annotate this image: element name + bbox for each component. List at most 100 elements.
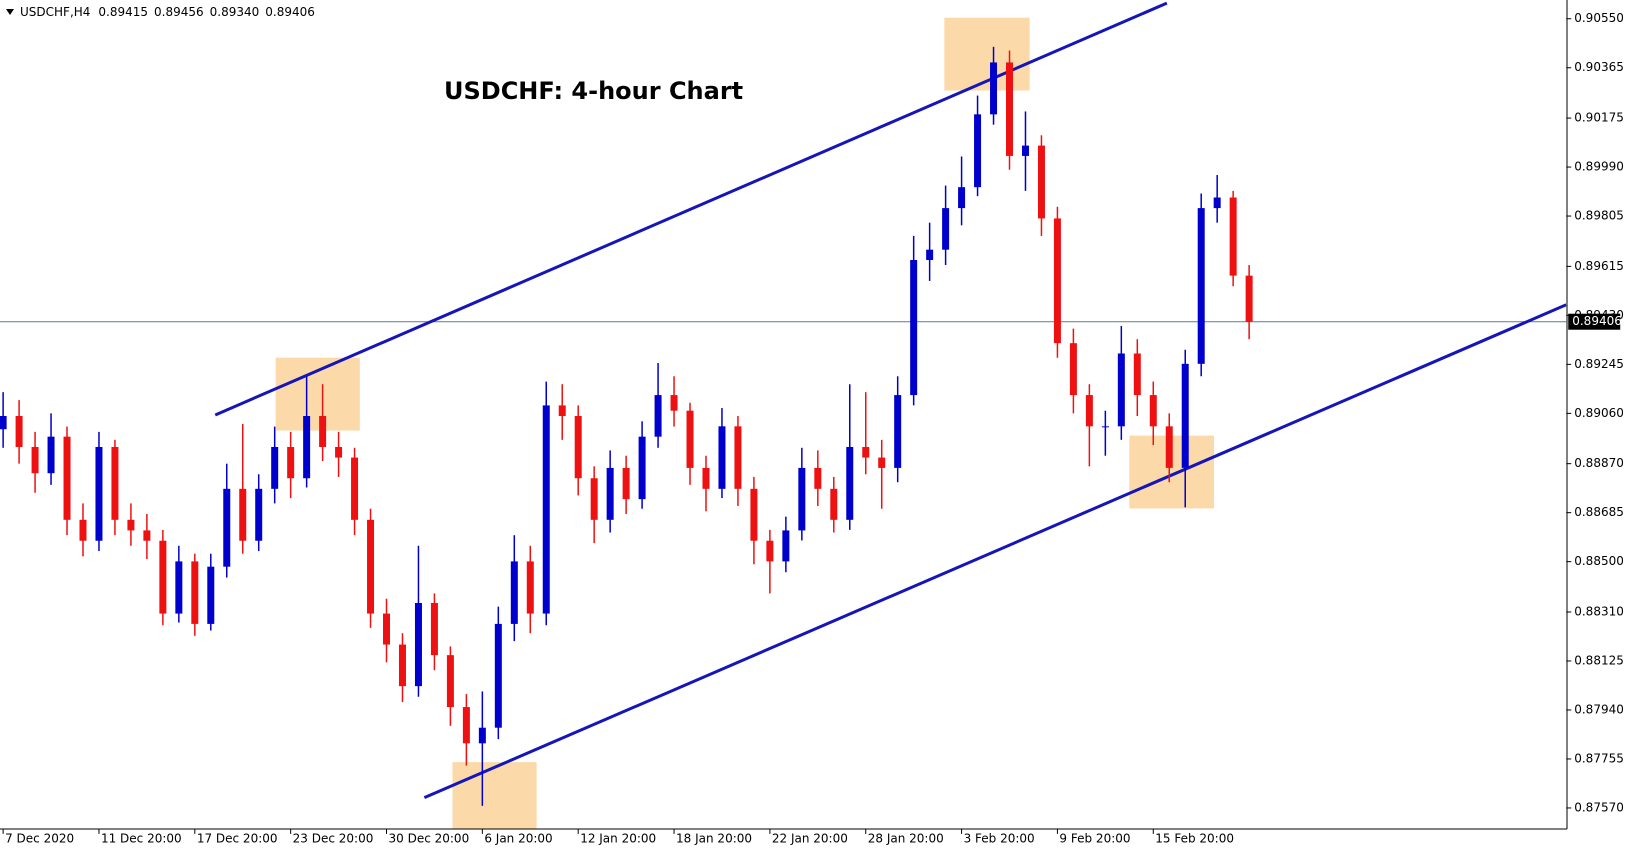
x-tick-label: 17 Dec 20:00 (197, 831, 278, 845)
candle-body (430, 602, 438, 656)
candle-body (31, 446, 39, 474)
candle-body (782, 530, 790, 562)
candle-body (1229, 197, 1237, 276)
candle-body (462, 707, 470, 744)
candle-body (510, 561, 518, 624)
trendline (214, 1, 1168, 417)
candle-body (990, 62, 998, 115)
candle-body (319, 416, 327, 447)
x-tick-label: 22 Jan 20:00 (772, 831, 848, 845)
candle-body (478, 727, 486, 744)
candle-body (351, 457, 359, 520)
candle-body (622, 467, 630, 500)
candle-body (702, 467, 710, 489)
candle-body (79, 519, 87, 541)
candle-body (1069, 343, 1077, 396)
candle-body (654, 395, 662, 437)
candle-body (1149, 395, 1157, 427)
chart-title: USDCHF: 4-hour Chart (444, 77, 743, 105)
y-tick-label: 0.90365 (1574, 60, 1624, 74)
candle-body (494, 623, 502, 728)
y-tick-label: 0.90550 (1574, 11, 1624, 25)
header-high: 0.89456 (154, 5, 204, 19)
y-tick-label: 0.89990 (1574, 160, 1624, 174)
candle-body (862, 446, 870, 458)
candle-body (159, 540, 167, 614)
candle-body (798, 467, 806, 531)
candle-body (1037, 145, 1045, 219)
y-tick-label: 0.89805 (1574, 209, 1624, 223)
y-tick-label: 0.89060 (1574, 406, 1624, 420)
candle-body (542, 405, 550, 614)
candle-body (1213, 197, 1221, 209)
y-tick-label: 0.88310 (1574, 604, 1624, 618)
candle-body (303, 416, 311, 479)
y-tick-label: 0.87570 (1574, 800, 1624, 814)
header: USDCHF,H4 0.89415 0.89456 0.89340 0.89406 (20, 5, 315, 19)
y-tick-label: 0.88870 (1574, 456, 1624, 470)
candle-body (574, 416, 582, 479)
candle-body (686, 410, 694, 468)
candle-body (414, 602, 422, 687)
candle-body (1021, 145, 1029, 156)
candle-body (590, 478, 598, 520)
y-tick-label: 0.90175 (1574, 111, 1624, 125)
y-tick-label: 0.89615 (1574, 259, 1624, 273)
candle-body (526, 561, 534, 614)
candle-body (446, 655, 454, 708)
candle-body (367, 519, 375, 614)
candle-body (750, 488, 758, 541)
candle-body (670, 395, 678, 411)
candle-body (638, 436, 646, 500)
candle-body (942, 208, 950, 250)
y-tick-label: 0.88125 (1574, 653, 1624, 667)
candle-body (335, 446, 343, 458)
candle-body (239, 488, 247, 541)
symbol: USDCHF,H4 (20, 5, 90, 19)
highlight-zone (944, 17, 1030, 91)
candle-body (1133, 353, 1141, 396)
x-tick-label: 3 Feb 20:00 (964, 831, 1035, 845)
candle-body (766, 540, 774, 562)
candle-body (383, 613, 391, 645)
y-tick-label: 0.88500 (1574, 554, 1624, 568)
candle-body (1181, 363, 1189, 468)
candle-body (926, 249, 934, 261)
candle-body (255, 488, 263, 541)
y-tick-label: 0.87755 (1574, 751, 1624, 765)
candle-body (287, 446, 295, 479)
candle-body (894, 395, 902, 468)
x-tick-label: 23 Dec 20:00 (293, 831, 374, 845)
candle-body (111, 446, 119, 520)
last-price-label: 0.89406 (1572, 314, 1622, 328)
candle-body (15, 416, 23, 447)
candle-body (143, 530, 151, 541)
candle-body (1101, 426, 1109, 428)
candle-body (910, 260, 918, 396)
candle-body (191, 561, 199, 624)
y-tick-label: 0.87940 (1574, 702, 1624, 716)
trendline (423, 303, 1567, 800)
x-tick-label: 15 Feb 20:00 (1155, 831, 1234, 845)
candle-body (271, 446, 279, 489)
zone-layer (275, 17, 1214, 829)
highlight-zone (452, 762, 537, 829)
candle-body (846, 446, 854, 520)
candle-body (830, 488, 838, 520)
x-tick-label: 7 Dec 2020 (5, 831, 74, 845)
candle-body (175, 561, 183, 614)
candle-body (398, 644, 406, 687)
highlight-zone (275, 357, 360, 431)
x-tick-label: 12 Jan 20:00 (580, 831, 656, 845)
candle-body (95, 446, 103, 541)
x-tick-label: 9 Feb 20:00 (1059, 831, 1130, 845)
candle-body (0, 416, 7, 430)
header-close: 0.89406 (265, 5, 315, 19)
candle-body (47, 436, 55, 474)
candle-body (958, 187, 966, 209)
candle-body (1117, 353, 1125, 427)
candle-body (734, 426, 742, 489)
candle-body (223, 488, 231, 567)
